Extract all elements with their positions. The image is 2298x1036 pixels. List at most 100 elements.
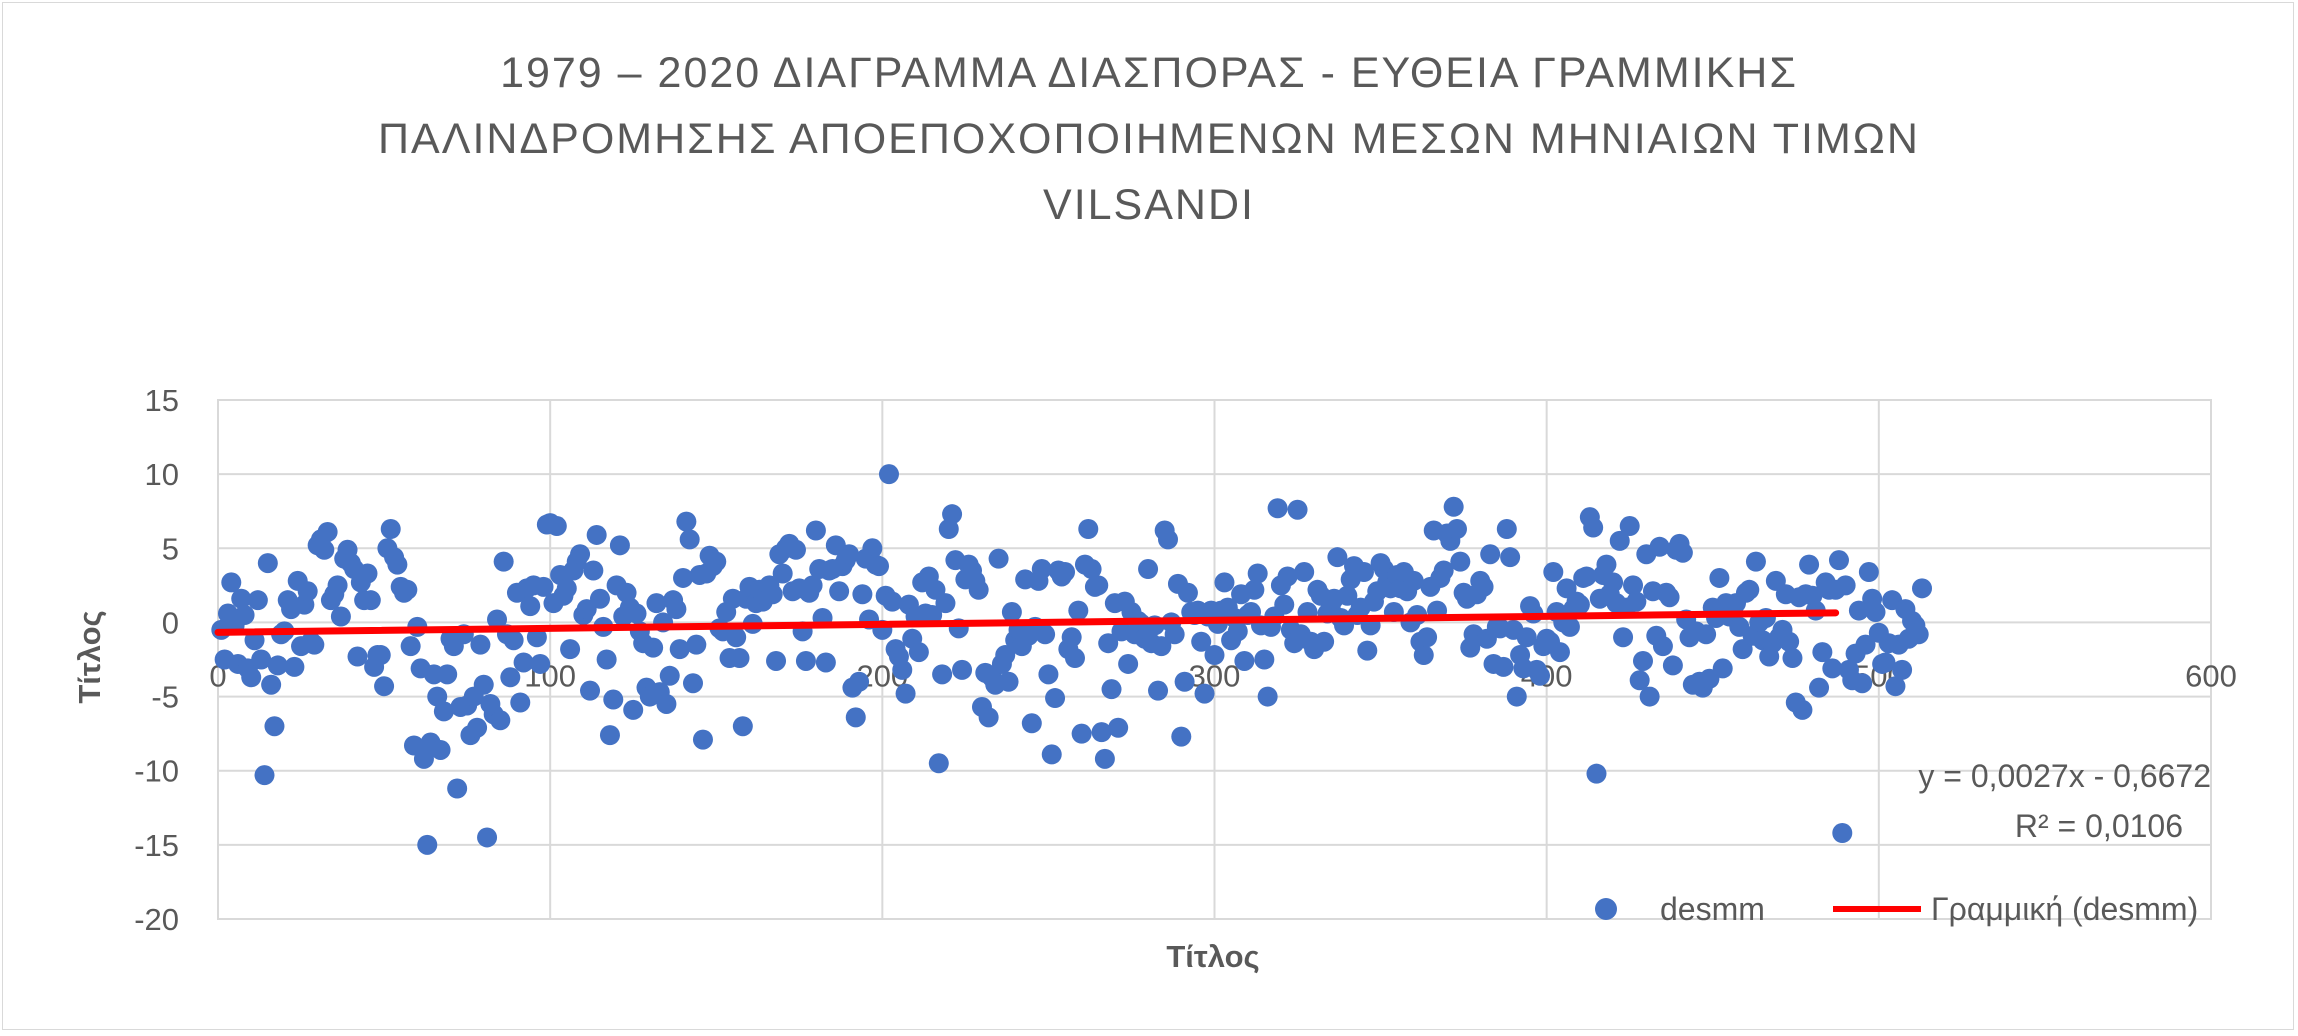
data-point — [267, 655, 288, 676]
gridlines — [217, 399, 2212, 920]
data-point — [1848, 600, 1869, 621]
data-point — [413, 748, 434, 769]
chart-title: 1979 – 2020 ΔΙΑΓΡΑΜΜΑ ΔΙΑΣΠΟΡΑΣ - ΕΥΘΕΙΑ… — [378, 49, 1918, 229]
data-point — [1875, 652, 1896, 673]
data-point — [251, 649, 272, 670]
data-point — [241, 667, 262, 688]
y-tick-label: 0 — [162, 605, 179, 640]
data-point — [1799, 554, 1820, 575]
data-point — [1244, 579, 1265, 600]
data-point — [968, 579, 989, 600]
data-point — [1639, 686, 1660, 707]
data-point — [1357, 640, 1378, 661]
data-point — [928, 753, 949, 774]
data-point — [1041, 744, 1062, 765]
data-point — [546, 516, 567, 537]
x-tick-label: 600 — [2185, 658, 2237, 693]
data-point — [503, 630, 524, 651]
data-point — [839, 544, 860, 565]
data-point — [1064, 648, 1085, 669]
data-point — [1792, 699, 1813, 720]
data-point — [1450, 551, 1471, 572]
data-point — [347, 646, 368, 667]
data-point — [1626, 591, 1647, 612]
data-point — [952, 659, 973, 680]
data-point — [1021, 713, 1042, 734]
data-point — [666, 599, 687, 620]
data-point — [1071, 723, 1092, 744]
data-point — [656, 693, 677, 714]
data-point — [1164, 624, 1185, 645]
data-point — [646, 593, 667, 614]
data-point — [978, 707, 999, 728]
data-point — [1569, 594, 1590, 615]
data-point — [1493, 656, 1514, 677]
data-point — [988, 548, 1009, 569]
legend-marker-desmm — [1595, 898, 1617, 920]
data-point — [526, 627, 547, 648]
data-point — [1576, 566, 1597, 587]
data-point — [1696, 624, 1717, 645]
data-point — [669, 639, 690, 660]
data-point — [1403, 570, 1424, 591]
data-point — [1274, 594, 1295, 615]
data-point — [490, 710, 511, 731]
data-point — [932, 664, 953, 685]
data-point — [942, 504, 963, 525]
data-point — [922, 605, 943, 626]
data-point — [1885, 676, 1906, 697]
data-point — [686, 634, 707, 655]
data-point — [1148, 680, 1169, 701]
data-point — [603, 689, 624, 710]
data-point — [1257, 686, 1278, 707]
data-point — [1835, 575, 1856, 596]
x-axis-title: Τίτλος — [1166, 939, 1259, 974]
data-point — [1632, 650, 1653, 671]
data-point — [360, 590, 381, 611]
data-point — [673, 567, 694, 588]
data-point — [762, 584, 783, 605]
data-point — [1659, 587, 1680, 608]
data-point — [1603, 572, 1624, 593]
data-point — [510, 692, 531, 713]
data-point — [1865, 602, 1886, 623]
chart-title-line-3: VILSANDI — [1043, 181, 1255, 229]
data-point — [1204, 645, 1225, 666]
data-point — [1500, 547, 1521, 568]
data-point — [772, 563, 793, 584]
data-point — [1118, 653, 1139, 674]
data-point — [1912, 578, 1933, 599]
data-point — [586, 524, 607, 545]
data-point — [487, 609, 508, 630]
data-point — [1443, 496, 1464, 517]
data-point — [1712, 658, 1733, 679]
data-point — [1157, 529, 1178, 550]
data-point — [583, 560, 604, 581]
linear-trendline — [214, 609, 1840, 636]
data-point — [1812, 642, 1833, 663]
data-point — [1739, 579, 1760, 600]
data-point — [908, 642, 929, 663]
data-point — [706, 551, 727, 572]
data-point — [1709, 567, 1730, 588]
data-point — [895, 683, 916, 704]
y-tick-label: -10 — [134, 754, 179, 789]
y-axis-tick-labels: 15 10 5 0 -5 -10 -15 -20 — [134, 383, 179, 937]
data-point — [1782, 648, 1803, 669]
data-point — [417, 834, 438, 855]
data-point — [500, 667, 521, 688]
y-axis-title: Τίτλος — [72, 610, 107, 703]
data-point — [892, 659, 913, 680]
data-point — [1031, 559, 1052, 580]
data-point — [623, 699, 644, 720]
data-point — [387, 554, 408, 575]
data-point — [682, 673, 703, 694]
data-point — [1194, 683, 1215, 704]
data-point — [1417, 627, 1438, 648]
data-point — [231, 588, 252, 609]
data-point — [1327, 547, 1348, 568]
y-tick-label: 15 — [145, 383, 179, 418]
trendline-equation-text: y = 0,0027x - 0,6672 — [1918, 758, 2211, 794]
